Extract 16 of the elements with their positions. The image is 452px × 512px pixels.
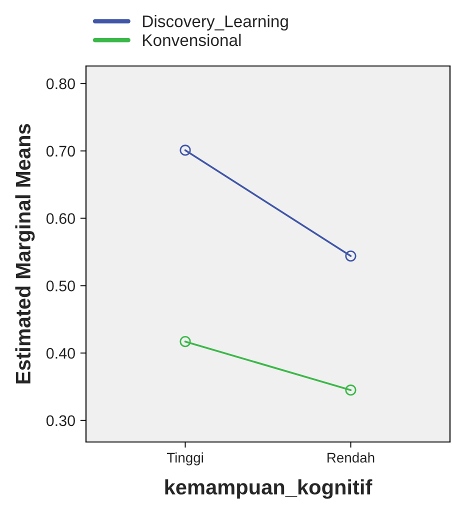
point bbox=[180, 336, 191, 348]
point bbox=[345, 384, 356, 396]
y-axis-title: Estimated Marginal Means bbox=[15, 124, 35, 384]
x-tick-label: Rendah bbox=[328, 452, 374, 463]
y-tick-label: 0.50 bbox=[46, 280, 75, 292]
y-tick-label: 0.30 bbox=[46, 415, 75, 426]
y-tick-label: 0.70 bbox=[46, 146, 75, 157]
y-tick-label: 0.40 bbox=[46, 348, 75, 359]
x-tick-label: Tinggi bbox=[166, 452, 203, 466]
legend-label: Discovery_Learning bbox=[143, 15, 288, 31]
point bbox=[345, 250, 356, 262]
point bbox=[180, 144, 191, 156]
x-axis-title: kemampuan_kognitif bbox=[165, 479, 372, 499]
y-tick-label: 0.60 bbox=[46, 213, 75, 224]
legend-label: Konvensional bbox=[143, 34, 241, 46]
y-tick-label: 0.80 bbox=[46, 78, 75, 90]
